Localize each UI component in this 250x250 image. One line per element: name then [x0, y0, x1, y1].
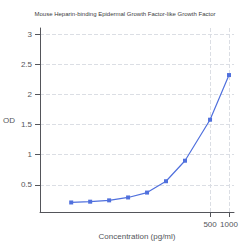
svg-text:3: 3 [28, 30, 33, 39]
svg-text:2: 2 [28, 90, 33, 99]
svg-text:Mouse Heparin-binding Epiderma: Mouse Heparin-binding Epidermal Growth F… [34, 11, 215, 17]
svg-text:1: 1 [28, 150, 33, 159]
svg-text:1000: 1000 [220, 220, 238, 229]
svg-text:1.5: 1.5 [21, 120, 33, 129]
svg-text:OD: OD [3, 116, 15, 125]
svg-text:2.5: 2.5 [21, 60, 33, 69]
svg-text:Concentration (pg/ml): Concentration (pg/ml) [99, 232, 176, 241]
svg-text:0.5: 0.5 [21, 180, 33, 189]
svg-text:500: 500 [203, 220, 217, 229]
